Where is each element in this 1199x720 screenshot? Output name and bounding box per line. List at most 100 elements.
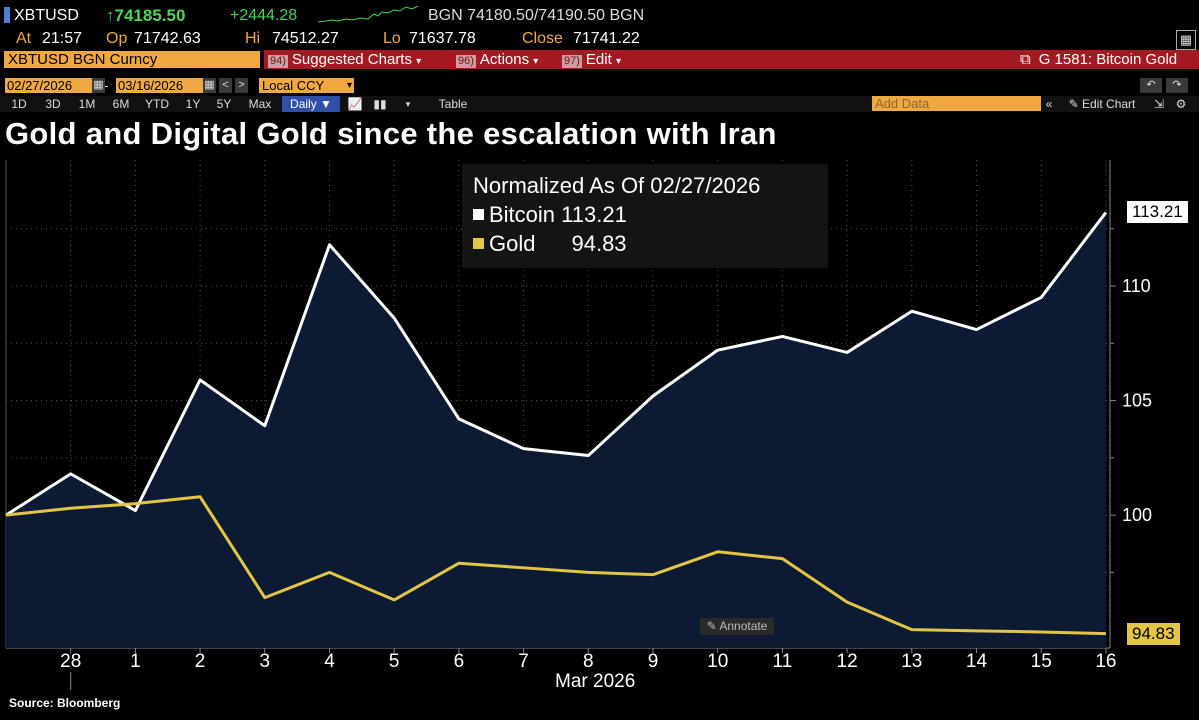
price-change: +2444.28 bbox=[230, 7, 298, 24]
chart-name-label: G 1581: Bitcoin Gold bbox=[1038, 51, 1178, 68]
legend-gold-name: Gold bbox=[489, 231, 536, 256]
table-button[interactable]: Table bbox=[438, 97, 468, 111]
menu-bar bbox=[264, 50, 1199, 69]
period-5y[interactable]: 5Y bbox=[216, 97, 232, 111]
line-chart-icon[interactable]: 📈 bbox=[347, 97, 363, 111]
chart-title: Gold and Digital Gold since the escalati… bbox=[5, 116, 777, 151]
sparkline bbox=[318, 5, 419, 23]
x-tick-label: 11 bbox=[773, 651, 793, 672]
period-1m[interactable]: 1M bbox=[78, 97, 96, 111]
date-separator: - bbox=[104, 78, 109, 93]
double-chevron-left-icon[interactable]: « bbox=[1045, 97, 1053, 111]
edit-chart-label: Edit Chart bbox=[1082, 97, 1136, 111]
at-value: 21:57 bbox=[42, 30, 83, 47]
chevron-down-icon: ▾ bbox=[533, 56, 539, 67]
x-tick-label: 12 bbox=[837, 651, 858, 672]
annotate-label: Annotate bbox=[719, 619, 768, 633]
suggested-charts-menu[interactable]: 94) Suggested Charts ▾ bbox=[268, 50, 421, 69]
bid-ask: BGN 74180.50/74190.50 BGN bbox=[428, 7, 645, 24]
ticker-marker bbox=[4, 7, 10, 23]
x-tick-label: 15 bbox=[1031, 651, 1052, 672]
x-tick-label: 7 bbox=[518, 651, 529, 672]
open-label: Op bbox=[106, 30, 128, 47]
high-label: Hi bbox=[245, 30, 261, 47]
x-tick-label: 10 bbox=[707, 651, 728, 672]
actions-menu[interactable]: 96) Actions ▾ bbox=[456, 50, 538, 69]
last-price: ↑74185.50 bbox=[106, 6, 186, 25]
x-tick-label: 14 bbox=[966, 651, 988, 672]
x-tick-label: 8 bbox=[583, 651, 594, 672]
chevron-right-icon[interactable]: > bbox=[235, 78, 248, 93]
chart-name[interactable]: ⧉ G 1581: Bitcoin Gold bbox=[1020, 50, 1177, 69]
bar-chart-icon[interactable]: ▮▮ bbox=[373, 97, 387, 111]
period-1y[interactable]: 1Y bbox=[185, 97, 201, 111]
calendar-icon[interactable]: ▦ bbox=[92, 78, 105, 93]
suggested-charts-label: Suggested Charts bbox=[291, 51, 412, 68]
legend-swatch-gold bbox=[473, 238, 484, 249]
chevron-down-icon: ▾ bbox=[346, 80, 352, 91]
x-tick-label: 9 bbox=[648, 651, 659, 672]
open-value: 71742.63 bbox=[134, 30, 201, 47]
low-label: Lo bbox=[383, 30, 401, 47]
series-line-bitcoin bbox=[5, 211, 1108, 517]
edit-label: Edit bbox=[585, 51, 612, 68]
x-tick-label: 5 bbox=[389, 651, 400, 672]
undo-icon[interactable]: ↶ bbox=[1140, 78, 1162, 93]
high-value: 74512.27 bbox=[272, 30, 339, 47]
x-axis-label: Mar 2026 bbox=[555, 671, 636, 692]
add-data-input[interactable]: Add Data bbox=[872, 96, 1041, 111]
actions-label: Actions bbox=[479, 51, 530, 68]
edit-chart-button[interactable]: ✎ Edit Chart bbox=[1060, 96, 1144, 112]
chevron-left-icon[interactable]: < bbox=[219, 78, 232, 93]
pencil-icon: ✎ bbox=[1068, 97, 1079, 111]
legend-title: Normalized As Of 02/27/2026 bbox=[473, 173, 761, 198]
actions-number: 96) bbox=[456, 55, 476, 68]
start-date-field[interactable]: 02/27/2026 bbox=[5, 78, 93, 93]
edit-number: 97) bbox=[562, 55, 582, 68]
y-tick-label: 100 bbox=[1122, 505, 1152, 525]
y-tick-label: 110 bbox=[1122, 276, 1151, 296]
period-3d[interactable]: 3D bbox=[45, 97, 61, 111]
edit-layout-icon[interactable]: ⇲ bbox=[1153, 97, 1165, 111]
source-note: Source: Bloomberg bbox=[9, 696, 121, 710]
period-max[interactable]: Max bbox=[248, 97, 272, 111]
close-label: Close bbox=[522, 30, 563, 47]
period-ytd[interactable]: YTD bbox=[145, 97, 169, 111]
edit-menu[interactable]: 97) Edit ▾ bbox=[562, 50, 621, 69]
gold-last-value-tag: 94.83 bbox=[1127, 622, 1180, 645]
currency-label: Local CCY bbox=[262, 78, 325, 93]
period-1d[interactable]: 1D bbox=[11, 97, 27, 111]
chevron-down-icon: ▾ bbox=[416, 56, 422, 67]
calendar-icon[interactable]: ▦ bbox=[203, 78, 216, 93]
legend-item-bitcoin: Bitcoin 113.21 bbox=[473, 202, 627, 228]
bitcoin-last-value-tag: 113.21 bbox=[1127, 201, 1188, 224]
frequency-select[interactable]: Daily ▼ bbox=[282, 96, 340, 112]
legend-item-gold: Gold 94.83 bbox=[473, 231, 627, 257]
redo-icon[interactable]: ↷ bbox=[1166, 78, 1188, 93]
legend-swatch-bitcoin bbox=[473, 209, 484, 220]
end-date-field[interactable]: 03/16/2026 bbox=[116, 78, 204, 93]
external-link-icon: ⧉ bbox=[1020, 51, 1031, 68]
x-tick-label: 1 bbox=[130, 651, 141, 672]
close-value: 71741.22 bbox=[573, 30, 640, 47]
legend: Normalized As Of 02/27/2026 Bitcoin 113.… bbox=[462, 164, 828, 268]
period-6m[interactable]: 6M bbox=[112, 97, 130, 111]
x-tick-label: 4 bbox=[324, 651, 335, 672]
gear-icon[interactable]: ⚙ bbox=[1175, 97, 1187, 111]
ticker-symbol: XBTUSD bbox=[14, 7, 79, 24]
chevron-down-icon[interactable]: ▾ bbox=[405, 99, 411, 109]
x-tick-label: 2 bbox=[195, 651, 206, 672]
currency-select[interactable]: Local CCY ▾ bbox=[259, 78, 354, 93]
security-field[interactable]: XBTUSD BGN Curncy bbox=[4, 51, 260, 68]
annotate-button[interactable]: ✎ Annotate bbox=[700, 618, 774, 635]
chevron-down-icon: ▾ bbox=[615, 56, 621, 67]
x-tick-label: 3 bbox=[260, 651, 271, 672]
legend-bitcoin-value: 113.21 bbox=[561, 202, 627, 227]
x-tick-label: 28 bbox=[60, 651, 81, 672]
x-tick-label: 13 bbox=[901, 651, 922, 672]
legend-gold-value: 94.83 bbox=[571, 231, 627, 256]
window-grid-icon[interactable]: ▦ bbox=[1176, 30, 1196, 50]
at-label: At bbox=[16, 30, 32, 47]
low-value: 71637.78 bbox=[409, 30, 476, 47]
